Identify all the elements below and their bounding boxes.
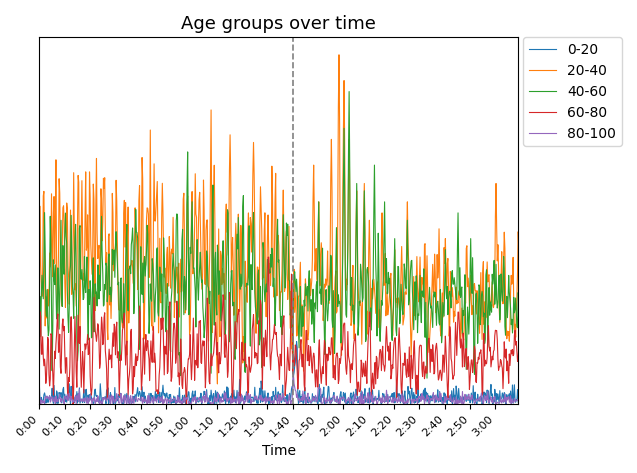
40-60 [37, 333, 45, 339]
20-40 [123, 352, 131, 358]
0-20 [516, 386, 524, 392]
80-100 [516, 397, 524, 403]
20-40 [255, 315, 263, 320]
80-100 [36, 398, 43, 404]
0-20 [404, 401, 412, 407]
0-20 [255, 394, 262, 400]
Line: 60-80: 60-80 [39, 257, 520, 404]
20-40 [36, 279, 43, 285]
0-20 [103, 396, 111, 402]
20-40 [176, 287, 184, 292]
0-20 [36, 385, 43, 391]
20-40 [104, 337, 111, 342]
40-60 [345, 89, 353, 95]
40-60 [176, 359, 184, 365]
60-80 [37, 314, 45, 319]
60-80 [69, 401, 77, 407]
40-60 [255, 267, 262, 273]
Line: 20-40: 20-40 [39, 55, 520, 384]
0-20 [104, 385, 111, 391]
80-100 [284, 401, 292, 407]
60-80 [177, 336, 185, 342]
0-20 [176, 399, 184, 405]
20-40 [213, 381, 221, 387]
60-80 [104, 390, 111, 396]
20-40 [335, 52, 343, 58]
40-60 [36, 329, 43, 334]
0-20 [123, 391, 131, 396]
40-60 [516, 287, 524, 292]
0-20 [37, 397, 45, 403]
20-40 [103, 325, 111, 331]
80-100 [103, 395, 111, 401]
Line: 40-60: 40-60 [39, 92, 520, 378]
Line: 0-20: 0-20 [39, 342, 520, 404]
40-60 [103, 299, 111, 305]
20-40 [37, 263, 45, 269]
40-60 [123, 222, 131, 228]
60-80 [264, 254, 272, 260]
60-80 [124, 371, 131, 377]
40-60 [104, 291, 111, 297]
Line: 80-100: 80-100 [39, 373, 520, 404]
X-axis label: Time: Time [262, 444, 296, 458]
Legend: 0-20, 20-40, 40-60, 60-80, 80-100: 0-20, 20-40, 40-60, 60-80, 80-100 [523, 37, 622, 146]
Title: Age groups over time: Age groups over time [182, 15, 376, 33]
60-80 [516, 342, 524, 347]
20-40 [516, 299, 524, 305]
40-60 [423, 375, 431, 381]
80-100 [123, 401, 131, 406]
60-80 [36, 359, 43, 365]
80-100 [104, 395, 111, 401]
80-100 [37, 401, 45, 407]
0-20 [293, 339, 301, 344]
80-100 [290, 370, 297, 376]
60-80 [104, 357, 112, 363]
80-100 [176, 400, 184, 406]
60-80 [255, 320, 263, 326]
80-100 [255, 396, 262, 402]
